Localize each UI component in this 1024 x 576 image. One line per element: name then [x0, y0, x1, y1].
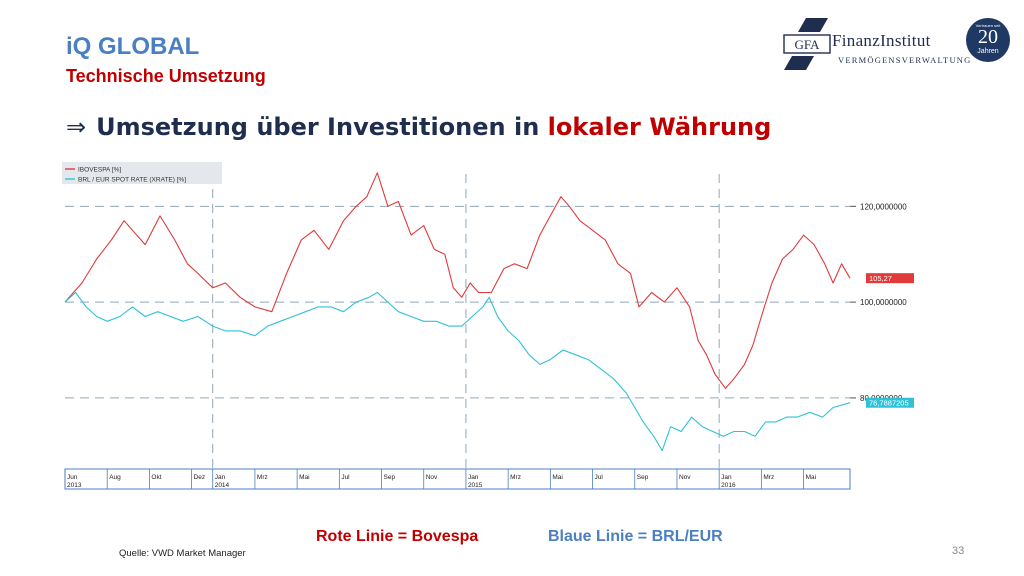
series-line-0	[64, 172, 851, 389]
x-tick-year-16: 2016	[721, 482, 736, 489]
x-tick-label-14: Sep	[637, 474, 649, 481]
gfa-logo: GFA FinanzInstitut VERMÖGENSVERWALTUNG	[782, 14, 970, 70]
x-tick-label-3: Dez	[194, 474, 206, 481]
x-tick-label-1: Aug	[109, 474, 121, 481]
logo-name: FinanzInstitut	[832, 31, 931, 50]
last-value-label-1: 76,7887205	[869, 399, 909, 408]
x-tick-label-9: Nov	[426, 474, 438, 481]
x-tick-label-7: Jul	[341, 474, 350, 481]
caption-brl-eur: Blaue Linie = BRL/EUR	[548, 528, 723, 545]
badge-small-text: Vertrauen seit	[975, 23, 1001, 28]
anniversary-badge: Vertrauen seit 20 Jahren	[966, 18, 1010, 62]
badge-number: 20	[978, 26, 998, 48]
x-tick-label-10: Jan	[468, 474, 479, 481]
x-tick-label-0: Jun	[67, 474, 78, 481]
page-number: 33	[952, 545, 965, 557]
x-tick-label-8: Sep	[384, 474, 396, 481]
x-tick-label-11: Mrz	[510, 474, 521, 481]
gfa-mark-text: GFA	[794, 37, 820, 52]
x-tick-label-16: Jan	[721, 474, 732, 481]
x-tick-label-4: Jan	[215, 474, 226, 481]
headline-main-text: Umsetzung über Investitionen in	[96, 113, 548, 141]
headline-accent-text: lokaler Währung	[547, 113, 772, 141]
gfa-mark-icon: GFA	[783, 18, 831, 70]
last-value-tag-0	[866, 273, 914, 284]
x-tick-label-2: Okt	[151, 474, 161, 481]
badge-label: Jahren	[977, 48, 999, 55]
last-value-label-0: 105,27	[869, 274, 892, 283]
x-tick-year-4: 2014	[215, 482, 230, 489]
x-tick-label-12: Mai	[552, 474, 562, 481]
x-tick-year-10: 2015	[468, 482, 483, 489]
x-tick-label-15: Nov	[679, 474, 691, 481]
y-tick-label-0: 120,0000000	[860, 202, 907, 211]
page-title: iQ GLOBAL	[66, 33, 200, 60]
line-chart: 120,0000000100,000000080,0000000105,2776…	[62, 162, 914, 490]
source-note: Quelle: VWD Market Manager	[119, 548, 246, 559]
x-tick-label-17: Mrz	[763, 474, 774, 481]
x-tick-label-13: Jul	[595, 474, 604, 481]
legend-label-1: BRL / EUR SPOT RATE (XRATE) [%]	[78, 177, 186, 184]
series-line-1	[64, 291, 851, 452]
y-tick-label-1: 100,0000000	[860, 298, 907, 307]
slide-headline: ⇒ Umsetzung über Investitionen in lokaler…	[66, 113, 771, 141]
implies-arrow-icon: ⇒	[66, 113, 87, 141]
x-tick-year-0: 2013	[67, 482, 82, 489]
logo-tagline: VERMÖGENSVERWALTUNG	[838, 55, 972, 65]
x-tick-label-6: Mai	[299, 474, 309, 481]
x-tick-label-5: Mrz	[257, 474, 268, 481]
x-tick-label-18: Mai	[806, 474, 816, 481]
page-subtitle: Technische Umsetzung	[66, 66, 266, 86]
last-value-tag-1	[866, 397, 914, 408]
legend-label-0: IBOVESPA [%]	[78, 167, 121, 174]
legend-box	[62, 162, 222, 184]
caption-bovespa: Rote Linie = Bovespa	[316, 528, 479, 545]
